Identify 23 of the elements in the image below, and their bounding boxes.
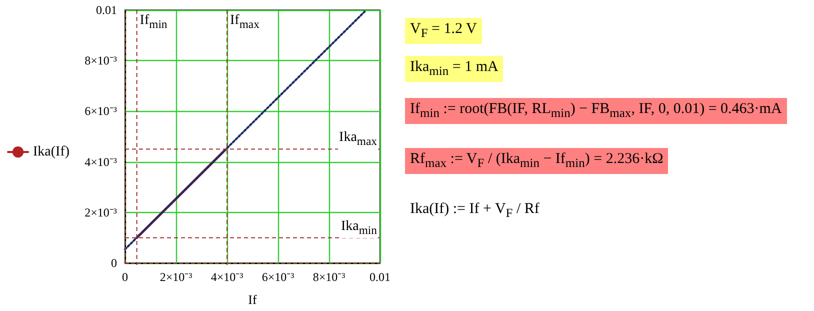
y-tick-label: 0.01 — [96, 3, 117, 17]
x-tick-label: 6×10⁻³ — [262, 270, 295, 284]
x-tick-label: 4×10⁻³ — [210, 270, 244, 284]
x-tick-label: 0.01 — [370, 270, 390, 284]
y-tick-label: 2×10⁻³ — [84, 205, 118, 220]
y-tick-label: 6×10⁻³ — [84, 104, 118, 118]
text: If$_{min}$ := root(FB(IF, RL$_{min}$) − FB$_{max}$, IF, 0, 0.01) = 0.463·mA — [405, 98, 787, 124]
text: Ika(If) := If + V$_{F}$ / Rf — [409, 200, 540, 222]
x-tick-label: 0 — [122, 270, 128, 284]
text: Rf$_{max}$ := V$_{F}$ / (Ika$_{min}$ − If$_{min}$) = 2.236·kΩ — [410, 151, 664, 170]
x-axis-title: If — [248, 292, 258, 307]
y-tick-label: 0 — [111, 256, 117, 270]
x-tick-label: 2×10⁻³ — [160, 270, 193, 284]
ref-line-label: Ika$_{min}$ — [340, 218, 378, 238]
ref-line-label: If$_{max}$ — [229, 13, 260, 33]
ref-line-label: If$_{min}$ — [138, 13, 168, 33]
y-tick-label: 8×10⁻³ — [84, 54, 118, 68]
text: Ika$_{min}$ = 1 mA — [405, 56, 504, 82]
legend-label: Ika(If) — [33, 144, 70, 160]
text: V$_{F}$ = 1.2 V — [405, 18, 482, 44]
y-tick-label: 4×10⁻³ — [84, 154, 118, 169]
ref-line-label: Ika$_{max}$ — [338, 130, 378, 150]
x-tick-label: 8×10⁻³ — [312, 270, 346, 284]
